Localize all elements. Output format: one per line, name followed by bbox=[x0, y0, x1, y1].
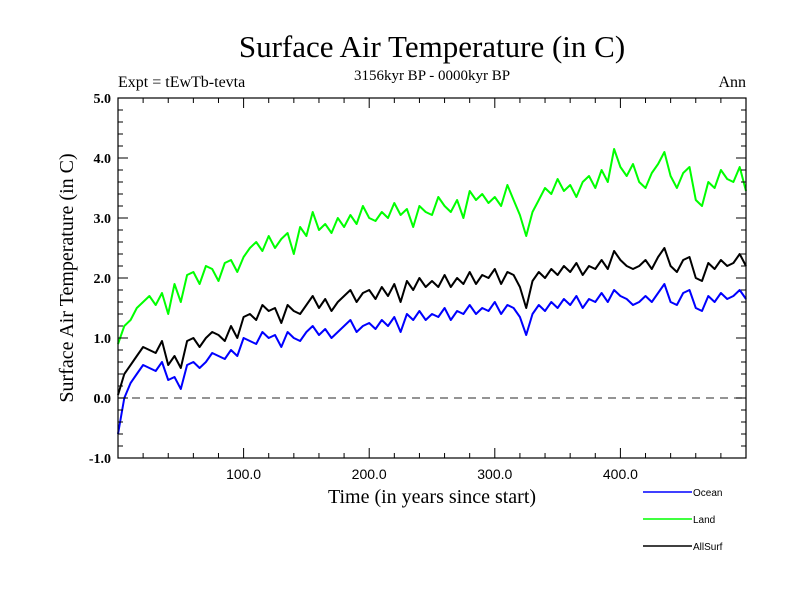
series-line-land bbox=[117, 148, 747, 345]
y-tick-label: 4.0 bbox=[94, 152, 112, 167]
y-tick-label: 1.0 bbox=[94, 332, 112, 347]
y-axis-label: Surface Air Temperature (in C) bbox=[56, 153, 78, 402]
legend-label-land: Land bbox=[693, 515, 715, 526]
x-tick-label: 300.0 bbox=[477, 466, 512, 482]
x-tick-label: 400.0 bbox=[603, 466, 638, 482]
axis-ticks bbox=[118, 98, 746, 458]
chart-subtitle: 3156kyr BP - 0000kyr BP bbox=[354, 68, 510, 84]
legend-label-ocean: Ocean bbox=[693, 488, 722, 499]
x-tick-labels: 100.0 200.0 300.0 400.0 bbox=[226, 466, 638, 482]
y-tick-labels: -1.0 0.0 1.0 2.0 3.0 4.0 5.0 bbox=[89, 92, 111, 467]
plot-frame bbox=[117, 97, 747, 459]
y-tick-label: 2.0 bbox=[94, 272, 112, 287]
chart-title: Surface Air Temperature (in C) bbox=[239, 29, 625, 64]
legend-label-allsurf: AllSurf bbox=[693, 542, 723, 553]
y-tick-label: 0.0 bbox=[94, 392, 112, 407]
y-tick-label: -1.0 bbox=[89, 452, 111, 467]
series-group bbox=[117, 148, 747, 435]
x-tick-label: 200.0 bbox=[352, 466, 387, 482]
series-line-ocean bbox=[117, 283, 747, 435]
series-line-allsurf bbox=[117, 247, 747, 396]
experiment-label: Expt = tEwTb-tevta bbox=[118, 74, 245, 91]
x-tick-label: 100.0 bbox=[226, 466, 261, 482]
y-tick-label: 3.0 bbox=[94, 212, 112, 227]
x-axis-label: Time (in years since start) bbox=[328, 486, 536, 508]
season-label: Ann bbox=[718, 74, 746, 91]
legend: Ocean Land AllSurf bbox=[643, 488, 723, 553]
y-tick-label: 5.0 bbox=[94, 92, 112, 107]
